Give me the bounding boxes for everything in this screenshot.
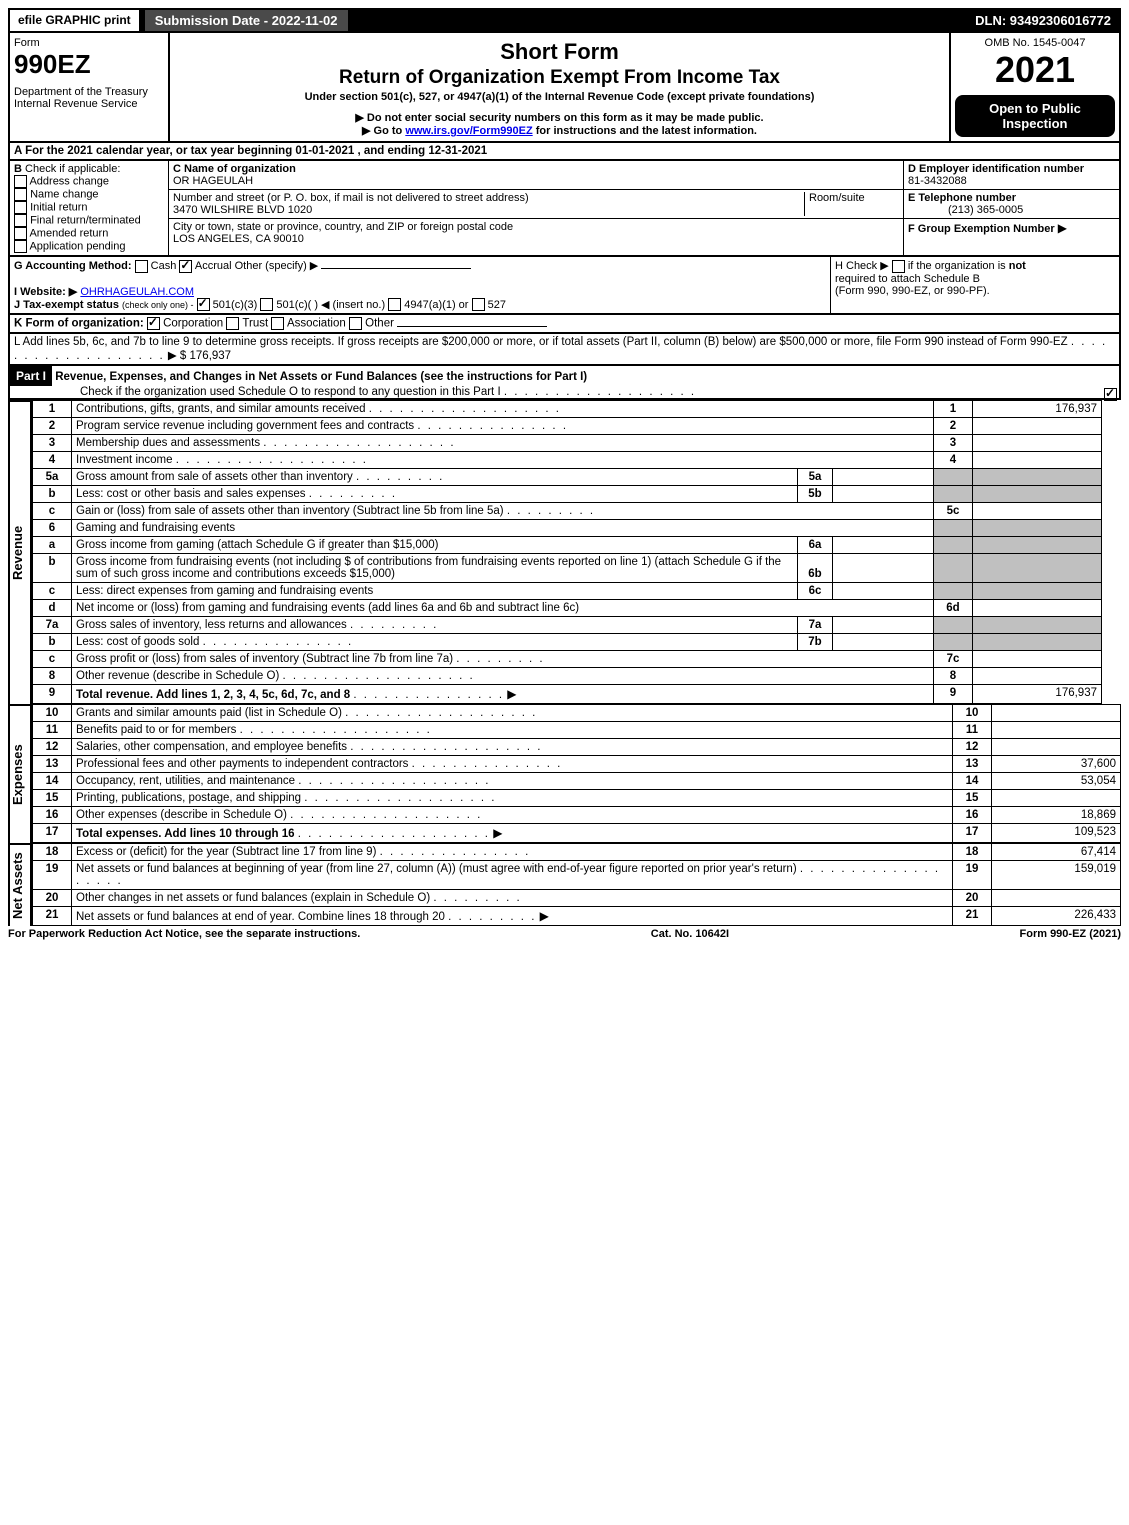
org-name: OR HAGEULAH [173, 175, 253, 187]
cb-application-pending[interactable] [14, 240, 27, 253]
title-return: Return of Organization Exempt From Incom… [174, 67, 945, 89]
form-label: Form [14, 37, 40, 49]
paperwork-notice: For Paperwork Reduction Act Notice, see … [8, 928, 360, 940]
line-k: K Form of organization: Corporation Trus… [8, 315, 1121, 334]
revenue-table: 1Contributions, gifts, grants, and simil… [32, 400, 1102, 704]
line-l: L Add lines 5b, 6c, and 7b to line 9 to … [8, 334, 1121, 366]
form-header: Form 990EZ Department of the Treasury In… [8, 33, 1121, 143]
tax-year: 2021 [955, 49, 1115, 91]
cb-accrual[interactable] [179, 260, 192, 273]
cb-address-change[interactable] [14, 175, 27, 188]
phone-value: (213) 365-0005 [908, 204, 1023, 216]
room-suite-label: Room/suite [804, 192, 899, 216]
org-street: 3470 WILSHIRE BLVD 1020 [173, 204, 312, 216]
expenses-table: 10Grants and similar amounts paid (list … [32, 704, 1121, 843]
cb-501c[interactable] [260, 298, 273, 311]
d-ein-label: D Employer identification number [908, 163, 1084, 175]
info-grid: B Check if applicable: Address change Na… [8, 161, 1121, 257]
i-label: I Website: ▶ [14, 286, 77, 298]
line13-value: 37,600 [992, 756, 1121, 773]
cat-no: Cat. No. 10642I [651, 928, 729, 940]
part1-header-row: Part I Revenue, Expenses, and Changes in… [8, 366, 1121, 400]
cb-initial-return[interactable] [14, 201, 27, 214]
irs-label: Internal Revenue Service [14, 98, 164, 110]
cb-name-change[interactable] [14, 188, 27, 201]
cb-527[interactable] [472, 298, 485, 311]
cb-amended-return[interactable] [14, 227, 27, 240]
c-addr-label: Number and street (or P. O. box, if mail… [173, 192, 529, 204]
cb-501c3[interactable] [197, 298, 210, 311]
irs-link[interactable]: www.irs.gov/Form990EZ [405, 125, 532, 137]
part1-badge: Part I [10, 366, 52, 386]
f-group-label: F Group Exemption Number [908, 223, 1055, 235]
line14-value: 53,054 [992, 773, 1121, 790]
cb-corporation[interactable] [147, 317, 160, 330]
title-short-form: Short Form [174, 39, 945, 65]
netassets-label: Net Assets [8, 843, 32, 926]
omb-number: OMB No. 1545-0047 [955, 37, 1115, 49]
ein-value: 81-3432088 [908, 175, 967, 187]
c-name-label: C Name of organization [173, 163, 296, 175]
netassets-table: 18Excess or (deficit) for the year (Subt… [32, 843, 1121, 926]
top-bar: efile GRAPHIC print Submission Date - 20… [8, 8, 1121, 33]
line19-value: 159,019 [992, 861, 1121, 890]
page-footer: For Paperwork Reduction Act Notice, see … [8, 926, 1121, 942]
dln: DLN: 93492306016772 [967, 10, 1119, 31]
part1-title: Revenue, Expenses, and Changes in Net As… [55, 371, 587, 383]
efile-print-button[interactable]: efile GRAPHIC print [10, 10, 141, 31]
cb-cash[interactable] [135, 260, 148, 273]
h-text3: required to attach Schedule B [835, 273, 980, 285]
cb-h[interactable] [892, 260, 905, 273]
line16-value: 18,869 [992, 807, 1121, 824]
j-label: J Tax-exempt status [14, 299, 119, 311]
arrow-icon: ▶ [1058, 221, 1067, 235]
line17-value: 109,523 [992, 824, 1121, 843]
cb-final-return[interactable] [14, 214, 27, 227]
cb-trust[interactable] [226, 317, 239, 330]
cb-4947[interactable] [388, 298, 401, 311]
line-a-tax-year: A For the 2021 calendar year, or tax yea… [8, 143, 1121, 161]
revenue-label: Revenue [8, 400, 32, 704]
line21-value: 226,433 [992, 907, 1121, 926]
ssn-note: ▶ Do not enter social security numbers o… [174, 111, 945, 124]
h-text4: (Form 990, 990-EZ, or 990-PF). [835, 285, 990, 297]
dept-treasury: Department of the Treasury [14, 86, 164, 98]
line18-value: 67,414 [992, 844, 1121, 861]
h-text1: H Check ▶ [835, 260, 889, 272]
gross-receipts: ▶ $ 176,937 [168, 350, 231, 362]
submission-date: Submission Date - 2022-11-02 [145, 10, 348, 31]
website-link[interactable]: OHRHAGEULAH.COM [80, 286, 194, 298]
g-label: G Accounting Method: [14, 260, 132, 272]
c-city-label: City or town, state or province, country… [173, 221, 513, 233]
line1-value: 176,937 [973, 401, 1102, 418]
expenses-label: Expenses [8, 704, 32, 843]
e-phone-label: E Telephone number [908, 192, 1016, 204]
org-city: LOS ANGELES, CA 90010 [173, 233, 304, 245]
cb-schedule-o[interactable] [1104, 388, 1117, 401]
part1-check-note: Check if the organization used Schedule … [10, 386, 501, 398]
subtitle: Under section 501(c), 527, or 4947(a)(1)… [174, 91, 945, 103]
goto-note: ▶ Go to www.irs.gov/Form990EZ for instru… [174, 124, 945, 137]
cb-other[interactable] [349, 317, 362, 330]
open-public: Open to Public Inspection [955, 95, 1115, 137]
b-text: Check if applicable: [25, 163, 120, 175]
line9-value: 176,937 [973, 685, 1102, 704]
form-number: 990EZ [14, 49, 164, 80]
form-ref: Form 990-EZ (2021) [1020, 928, 1122, 940]
cb-association[interactable] [271, 317, 284, 330]
b-label: B [14, 163, 22, 175]
